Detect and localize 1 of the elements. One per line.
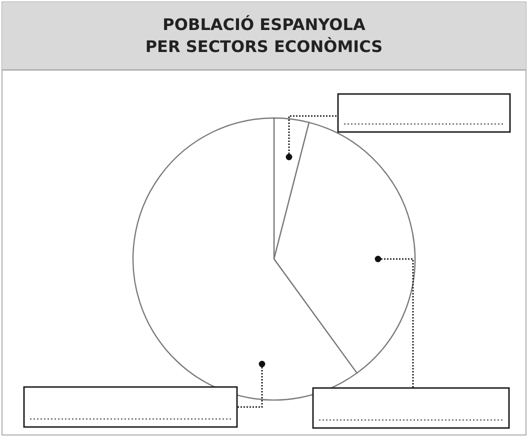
chart-title: POBLACIÓ ESPANYOLA PER SECTORS ECONÒMICS: [145, 15, 383, 56]
